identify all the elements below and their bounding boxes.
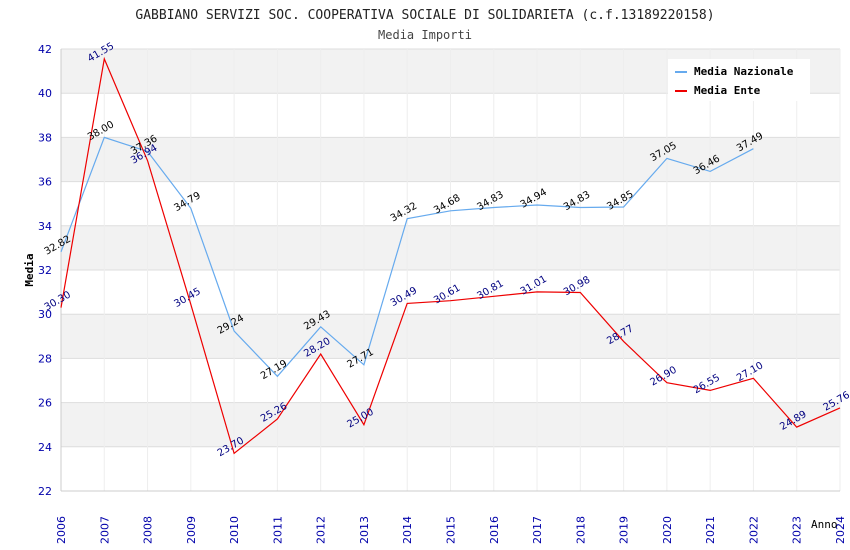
y-tick-label: 34 [38,220,52,233]
x-tick-label: 2006 [55,516,68,544]
legend-box [668,59,810,101]
x-tick-label: 2007 [98,516,111,544]
x-tick-label: 2022 [747,516,760,544]
x-tick-label: 2017 [531,516,544,544]
x-tick-label: 2019 [618,516,631,544]
y-tick-label: 38 [38,131,52,144]
x-tick-label: 2009 [185,516,198,544]
x-axis-label: Anno [811,518,838,531]
y-tick-label: 32 [38,264,52,277]
x-tick-label: 2015 [445,516,458,544]
series-line [60,56,841,455]
x-tick-label: 2016 [488,516,501,544]
chart-title: GABBIANO SERVIZI SOC. COOPERATIVA SOCIAL… [135,8,714,23]
x-tick-label: 2011 [271,516,284,544]
x-tick-label: 2008 [142,516,155,544]
legend-label-ente: Media Ente [694,84,761,97]
y-tick-label: 30 [38,308,52,321]
y-tick-label: 28 [38,352,52,365]
chart-subtitle: Media Importi [378,28,472,42]
y-tick-label: 40 [38,87,52,100]
x-tick-label: 2020 [661,516,674,544]
series-lines [60,56,841,455]
y-tick-labels: 22 24 26 28 30 32 34 36 38 40 42 [38,43,52,498]
y-tick-label: 24 [38,441,52,454]
x-tick-label: 2013 [358,516,371,544]
y-tick-label: 26 [38,397,52,410]
x-tick-label: 2024 [834,516,847,544]
y-axis-label: Media [23,253,36,286]
x-tick-labels: 2006 2007 2008 2009 2010 2011 2012 2013 2014 2015… [55,516,847,544]
x-tick-label: 2012 [315,516,328,544]
x-tick-label: 2010 [228,516,241,544]
x-tick-label: 2023 [791,516,804,544]
series-line [60,136,754,378]
x-tick-label: 2021 [704,516,717,544]
legend-label-nazionale: Media Nazionale [694,65,794,78]
x-tick-label: 2018 [574,516,587,544]
y-tick-label: 42 [38,43,52,56]
y-tick-label: 36 [38,176,52,189]
x-tick-label: 2014 [401,516,414,544]
legend: Media Nazionale Media Ente [668,59,810,101]
y-tick-label: 22 [38,485,52,498]
